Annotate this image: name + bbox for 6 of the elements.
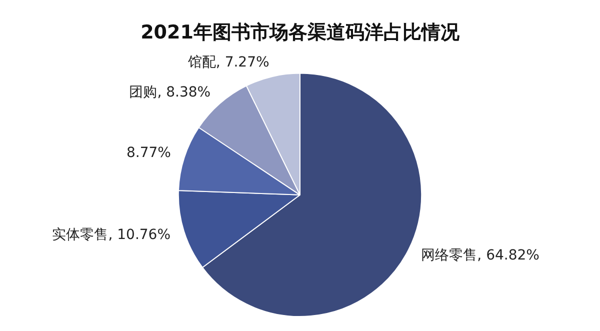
slice-label: 网络零售, 64.82% <box>421 247 540 264</box>
chart-title: 2021年图书市场各渠道码洋占比情况 <box>140 21 460 44</box>
slice-label: 馆配, 7.27% <box>186 54 270 70</box>
slice-label: 实体零售, 10.76% <box>52 226 171 243</box>
slice-label: 团购, 8.38% <box>129 84 211 101</box>
data-label: 8.77% <box>126 144 171 161</box>
